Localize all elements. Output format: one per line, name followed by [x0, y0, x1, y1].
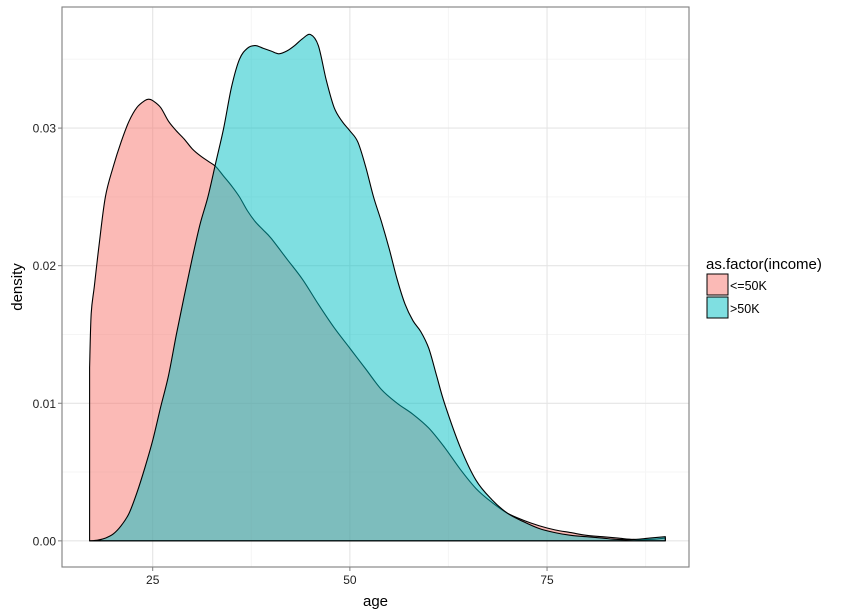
density-area-gt50k	[89, 33, 666, 542]
legend-title: as.factor(income)	[706, 256, 822, 273]
x-tick-label: 50	[343, 573, 357, 587]
density-areas	[89, 33, 666, 542]
legend: as.factor(income) <=50K >50K	[706, 256, 822, 319]
legend-label-le50k: <=50K	[730, 279, 768, 293]
y-tick-label: 0.03	[33, 122, 57, 136]
x-axis: 25 50 75	[146, 567, 554, 587]
x-axis-title: age	[363, 593, 388, 610]
legend-label-gt50k: >50K	[730, 302, 760, 316]
y-tick-label: 0.01	[33, 397, 57, 411]
legend-key-gt50k	[706, 296, 729, 319]
y-tick-label: 0.02	[33, 259, 57, 273]
legend-item-gt50k: >50K	[706, 296, 760, 319]
plot-panel-border	[61, 6, 690, 568]
legend-key-le50k	[706, 273, 729, 296]
legend-item-le50k: <=50K	[706, 273, 768, 296]
x-tick-label: 25	[146, 573, 160, 587]
x-tick-label: 75	[540, 573, 554, 587]
y-tick-label: 0.00	[33, 534, 57, 548]
y-axis: 0.00 0.01 0.02 0.03	[33, 122, 62, 548]
y-axis-title: density	[9, 263, 26, 311]
